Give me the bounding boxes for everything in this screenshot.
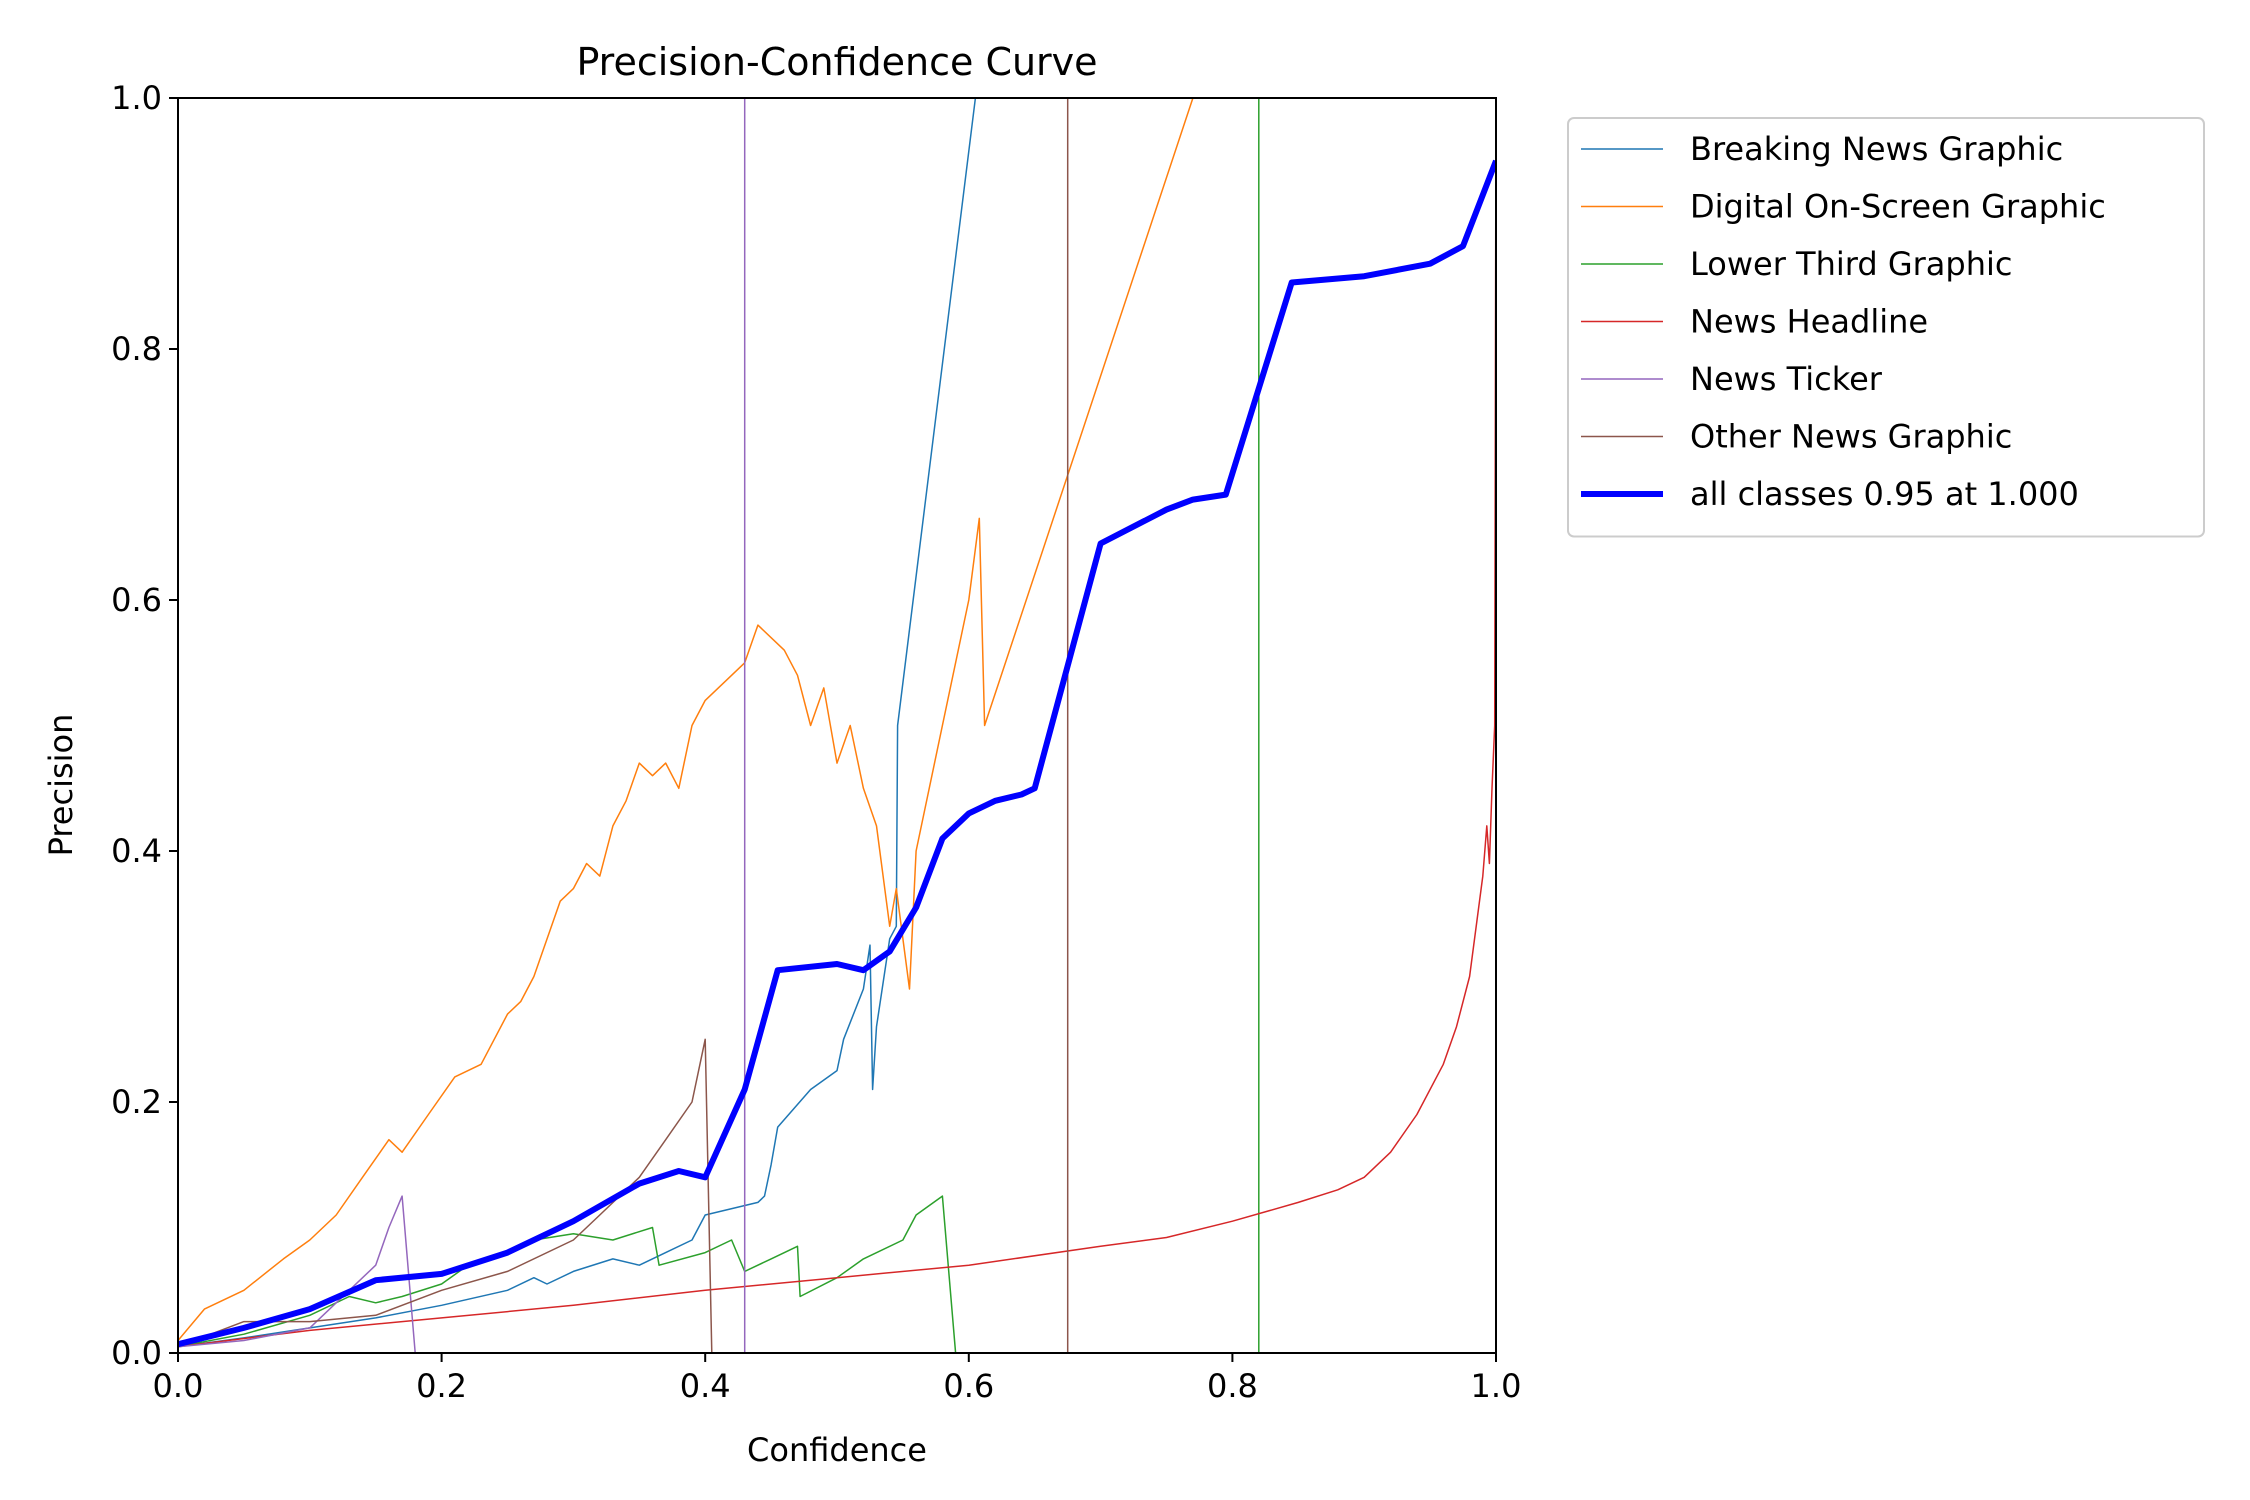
legend-label-digital-on-screen-graphic: Digital On-Screen Graphic <box>1690 188 2106 226</box>
y-tick-label: 0.4 <box>111 832 162 870</box>
x-tick-label: 1.0 <box>1471 1367 1522 1405</box>
legend: Breaking News Graphic Digital On-Screen G… <box>1567 117 2205 538</box>
x-tick-label: 0.8 <box>1207 1367 1258 1405</box>
series-line-lower-third-graphic <box>178 98 1260 1353</box>
legend-label-other-news-graphic: Other News Graphic <box>1690 418 2012 456</box>
y-tick-label: 0.8 <box>111 330 162 368</box>
series-line-digital-on-screen-graphic <box>178 98 1194 1341</box>
legend-label-lower-third-graphic: Lower Third Graphic <box>1690 245 2012 283</box>
axes: 0.0 0.2 0.4 0.6 0.8 1.0 0.0 0.2 0.4 0.6 0.8 1.0 <box>111 79 1521 1405</box>
series-line-breaking-news-graphic <box>178 98 977 1348</box>
legend-frame <box>1567 117 2205 538</box>
y-tick-label: 0.2 <box>111 1083 162 1121</box>
y-tick-label: 1.0 <box>111 79 162 117</box>
legend-label-breaking-news-graphic: Breaking News Graphic <box>1690 130 2063 168</box>
y-tick-label: 0.6 <box>111 581 162 619</box>
series-line-other-news-graphic <box>178 98 1069 1353</box>
chart-title: Precision-Confidence Curve <box>576 40 1097 84</box>
x-tick-label: 0.6 <box>943 1367 994 1405</box>
x-tick-label: 0.0 <box>153 1367 204 1405</box>
series-line-news-headline <box>178 98 1496 1348</box>
plot-area <box>178 98 1496 1353</box>
y-axis-label: Precision <box>42 714 80 857</box>
plot-frame <box>177 97 1497 1354</box>
legend-label-news-ticker: News Ticker <box>1690 360 1883 398</box>
x-tick-label: 0.2 <box>416 1367 467 1405</box>
legend-label-news-headline: News Headline <box>1690 303 1928 341</box>
y-tick-label: 0.0 <box>111 1334 162 1372</box>
x-axis-label: Confidence <box>747 1431 927 1469</box>
series-line-news-ticker <box>178 98 746 1353</box>
series-line-all-classes-0-95-at-1-000 <box>178 159 1496 1348</box>
x-tick-label: 0.4 <box>680 1367 731 1405</box>
legend-label-all-classes-0-95-at-1-000: all classes 0.95 at 1.000 <box>1690 475 2079 513</box>
